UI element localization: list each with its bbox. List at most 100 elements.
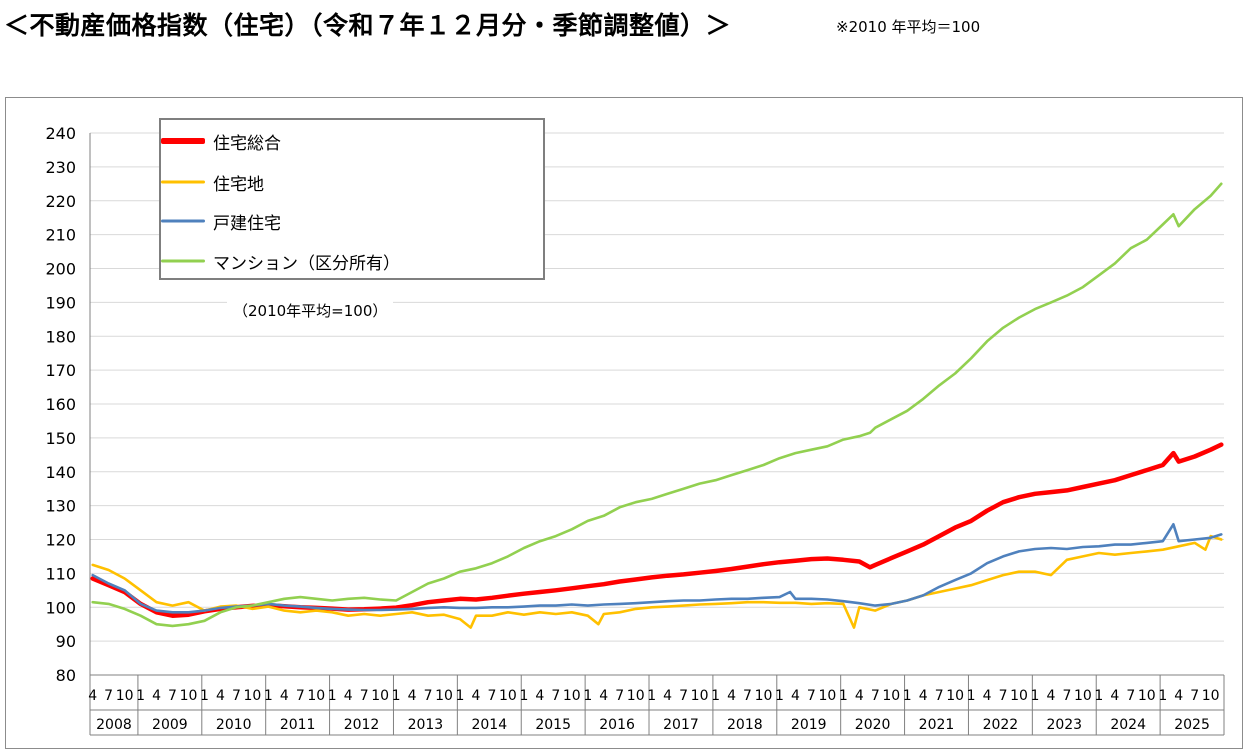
- x-month-label: 7: [615, 688, 624, 704]
- x-month-label: 7: [424, 688, 433, 704]
- y-tick-label: 200: [45, 260, 76, 279]
- x-month-label: 7: [551, 688, 560, 704]
- y-tick-label: 160: [45, 395, 76, 414]
- series-line-3: [91, 522, 1223, 614]
- x-year-label: 2024: [1110, 717, 1146, 733]
- x-month-label: 1: [519, 688, 528, 704]
- chart-grid: [89, 132, 1224, 676]
- x-month-label: 1: [647, 688, 656, 704]
- x-month-label: 7: [360, 688, 369, 704]
- x-month-label: 7: [1126, 688, 1135, 704]
- x-month-label: 1: [200, 688, 209, 704]
- x-year-label: 2011: [280, 717, 316, 733]
- series-line-1: [90, 442, 1224, 618]
- x-month-label: 4: [535, 688, 544, 704]
- x-month-label: 10: [1202, 688, 1220, 704]
- x-month-label: 1: [392, 688, 401, 704]
- x-year-label: 2018: [727, 717, 763, 733]
- x-month-label: 1: [903, 688, 912, 704]
- legend-swatch: [161, 138, 205, 144]
- y-tick-label: 180: [45, 327, 76, 346]
- x-month-label: 10: [499, 688, 517, 704]
- x-month-label: 1: [328, 688, 337, 704]
- x-month-label: 10: [116, 688, 134, 704]
- y-tick-label: 140: [45, 463, 76, 482]
- x-year-label: 2009: [152, 717, 188, 733]
- x-month-label: 10: [1138, 688, 1156, 704]
- x-month-label: 4: [152, 688, 161, 704]
- x-month-label: 10: [371, 688, 389, 704]
- x-year-label: 2012: [344, 717, 380, 733]
- y-tick-label: 240: [45, 124, 76, 143]
- x-month-label: 4: [663, 688, 672, 704]
- x-month-label: 7: [296, 688, 305, 704]
- x-month-label: 1: [583, 688, 592, 704]
- x-month-label: 4: [983, 688, 992, 704]
- legend-label: 戸建住宅: [213, 213, 281, 234]
- x-month-label: 1: [775, 688, 784, 704]
- y-tick-label: 80: [56, 666, 76, 685]
- chart-subtitle: （2010年平均=100）: [227, 300, 394, 321]
- x-month-label: 10: [435, 688, 453, 704]
- legend-item-total: 住宅総合: [161, 130, 281, 154]
- x-month-label: 4: [919, 688, 928, 704]
- x-month-label: 4: [344, 688, 353, 704]
- legend-item-detached: 戸建住宅: [161, 210, 281, 234]
- series-line-2: [91, 534, 1223, 629]
- x-month-label: 10: [627, 688, 645, 704]
- page-title: ＜不動産価格指数（住宅）（令和７年１２月分・季節調整値）＞: [4, 11, 732, 40]
- y-axis-ticks: 80 90 100 110 120 130 140 150 160 170 180 190 200 210…: [45, 124, 76, 685]
- x-month-label: 7: [487, 688, 496, 704]
- x-month-label: 1: [136, 688, 145, 704]
- y-tick-label: 120: [45, 531, 76, 550]
- x-month-label: 10: [243, 688, 261, 704]
- x-year-label: 2019: [791, 717, 827, 733]
- x-month-label: 7: [871, 688, 880, 704]
- x-year-label: 2017: [663, 717, 699, 733]
- x-month-label: 10: [691, 688, 709, 704]
- x-month-label: 10: [946, 688, 964, 704]
- x-month-label: 4: [88, 688, 97, 704]
- x-year-label: 2025: [1174, 717, 1210, 733]
- x-month-label: 7: [743, 688, 752, 704]
- x-month-label: 1: [264, 688, 273, 704]
- y-tick-label: 190: [45, 293, 76, 312]
- x-year-label: 2016: [599, 717, 635, 733]
- base-year-note: ※2010 年平均＝100: [836, 18, 981, 36]
- y-tick-label: 220: [45, 192, 76, 211]
- x-month-label: 10: [563, 688, 581, 704]
- x-month-label: 1: [967, 688, 976, 704]
- x-month-label: 7: [1062, 688, 1071, 704]
- y-tick-label: 130: [45, 497, 76, 516]
- x-month-label: 7: [232, 688, 241, 704]
- x-month-label: 4: [1110, 688, 1119, 704]
- x-year-label: 2023: [1046, 717, 1082, 733]
- legend-label: 住宅総合: [213, 133, 281, 154]
- x-month-label: 4: [1047, 688, 1056, 704]
- x-year-label: 2013: [408, 717, 444, 733]
- x-month-label: 7: [935, 688, 944, 704]
- series-lines: [90, 182, 1224, 629]
- chart-frame: [5, 97, 1243, 749]
- x-month-label: 10: [755, 688, 773, 704]
- y-tick-label: 170: [45, 361, 76, 380]
- x-year-label: 2014: [471, 717, 507, 733]
- x-month-label: 10: [1010, 688, 1028, 704]
- y-tick-label: 210: [45, 226, 76, 245]
- legend-swatch: [161, 219, 205, 223]
- x-year-label: 2010: [216, 717, 252, 733]
- x-year-label: 2015: [535, 717, 571, 733]
- y-tick-label: 90: [56, 632, 76, 651]
- legend-label: 住宅地: [213, 174, 264, 195]
- x-month-label: 7: [807, 688, 816, 704]
- x-month-label: 4: [599, 688, 608, 704]
- legend-label: マンション（区分所有）: [213, 253, 400, 274]
- x-month-label: 10: [307, 688, 325, 704]
- x-month-label: 4: [280, 688, 289, 704]
- x-month-label: 7: [999, 688, 1008, 704]
- legend: 住宅総合 住宅地 戸建住宅 マンション（区分所有）: [159, 118, 545, 280]
- legend-swatch: [161, 259, 205, 263]
- x-month-label: 4: [791, 688, 800, 704]
- series-line-4: [91, 182, 1223, 628]
- x-axis: 4 7 10 1 4 7 10 1 4 7 10 1 4 7 10 1 4 7 10 1 4 7 10 1 4 7 10 1 4 7 10 1…: [88, 674, 1225, 736]
